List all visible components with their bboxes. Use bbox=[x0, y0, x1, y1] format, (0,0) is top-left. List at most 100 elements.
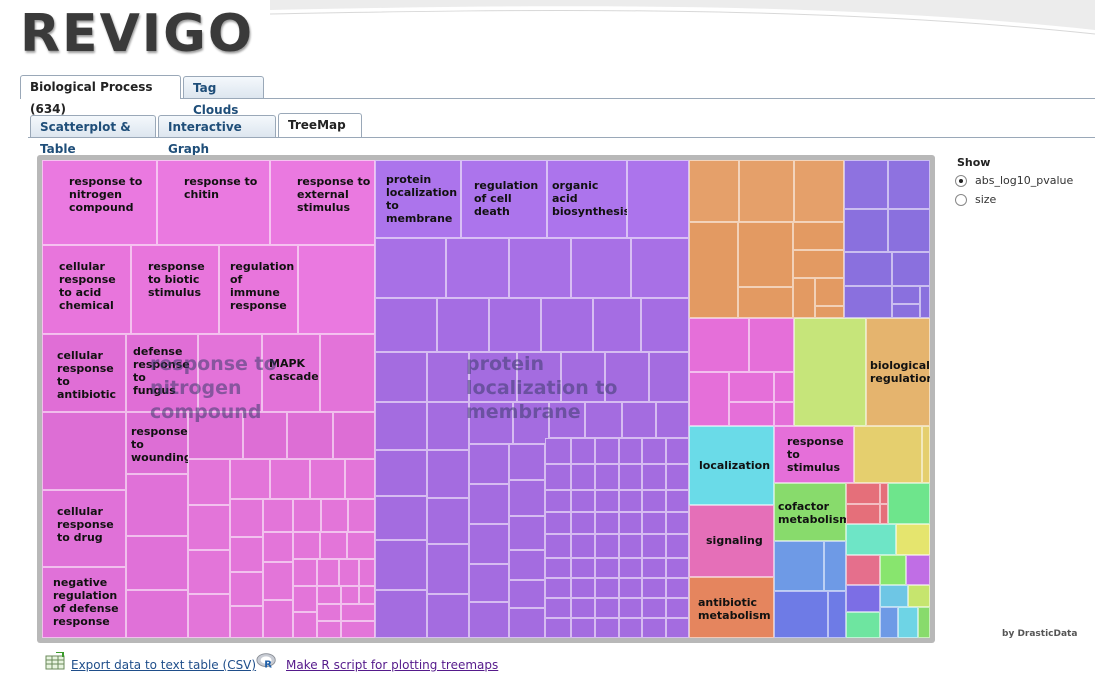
treemap-cell bbox=[774, 402, 794, 426]
treemap-cell bbox=[427, 594, 469, 638]
cell-label: response to external stimulus bbox=[297, 175, 371, 214]
treemap-cell bbox=[642, 438, 666, 464]
treemap-cell bbox=[427, 352, 469, 402]
treemap-cell[interactable]: response to external stimulus bbox=[270, 160, 375, 245]
treemap-cell bbox=[198, 334, 262, 412]
treemap-cell bbox=[230, 459, 270, 499]
cell-label: negative regulation of defense response bbox=[53, 576, 119, 628]
svg-text:R: R bbox=[264, 659, 272, 670]
treemap-cell bbox=[293, 532, 320, 559]
treemap-cell bbox=[509, 550, 545, 580]
radio-selected-icon[interactable] bbox=[955, 174, 967, 187]
treemap-cell[interactable]: localization bbox=[689, 426, 774, 505]
treemap-cell[interactable]: signaling bbox=[689, 505, 774, 577]
radio-unselected-icon[interactable] bbox=[955, 193, 967, 206]
treemap-cell bbox=[298, 245, 375, 334]
treemap-cell bbox=[270, 459, 310, 499]
treemap-cell[interactable]: cofactor metabolism bbox=[774, 483, 851, 541]
make-r-script-link[interactable]: Make R script for plotting treemaps bbox=[286, 658, 499, 672]
cell-label: cellular response to antibiotic bbox=[57, 349, 117, 401]
cell-label: signaling bbox=[706, 534, 763, 547]
treemap-cell bbox=[920, 286, 930, 318]
treemap-cell[interactable]: organic acid biosynthesis bbox=[547, 160, 630, 238]
treemap-cell[interactable]: regulation of immune response bbox=[219, 245, 298, 334]
radio-size[interactable]: size bbox=[955, 193, 996, 206]
treemap-cell bbox=[545, 438, 571, 464]
treemap-cell bbox=[846, 585, 880, 612]
treemap-cell[interactable]: response to biotic stimulus bbox=[131, 245, 219, 334]
radio-abs-log10-pvalue[interactable]: abs_log10_pvalue bbox=[955, 174, 1073, 187]
treemap-cell[interactable]: biological regulation bbox=[866, 318, 930, 426]
treemap-cell bbox=[642, 534, 666, 558]
treemap-cell bbox=[427, 450, 469, 498]
treemap-cell bbox=[263, 562, 293, 600]
treemap-cell[interactable]: negative regulation of defense response bbox=[42, 567, 126, 638]
treemap-cell[interactable]: response to wounding bbox=[126, 412, 192, 474]
treemap-cell[interactable]: antibiotic metabolism bbox=[689, 577, 774, 638]
ontology-tabbar bbox=[20, 98, 1095, 99]
treemap-cell bbox=[749, 318, 794, 372]
cell-label: antibiotic metabolism bbox=[698, 596, 771, 622]
treemap-cell bbox=[341, 621, 375, 638]
treemap-cell[interactable]: defense response to fungus bbox=[126, 334, 198, 412]
treemap-cell[interactable]: cellular response to drug bbox=[42, 490, 126, 567]
treemap-cell bbox=[649, 352, 689, 402]
treemap-cell bbox=[339, 559, 359, 586]
treemap-cell bbox=[595, 464, 619, 490]
cell-label: defense response to fungus bbox=[133, 345, 190, 397]
show-panel-title: Show bbox=[957, 156, 991, 169]
tab-tag-clouds[interactable]: Tag Clouds bbox=[183, 76, 264, 117]
treemap-cell[interactable]: response to nitrogen compound bbox=[42, 160, 157, 245]
treemap-cell bbox=[922, 426, 930, 483]
treemap-cell bbox=[571, 598, 595, 618]
view-tabbar bbox=[28, 137, 1095, 138]
treemap-cell bbox=[689, 222, 738, 318]
treemap-cell[interactable]: response to chitin bbox=[157, 160, 270, 245]
treemap-cell[interactable]: regulation of cell death bbox=[461, 160, 547, 238]
treemap-cell bbox=[375, 590, 427, 638]
treemap-cell bbox=[469, 402, 513, 444]
radio-label: size bbox=[975, 193, 997, 206]
treemap-cell bbox=[595, 438, 619, 464]
treemap-cell bbox=[585, 402, 622, 438]
treemap-cell bbox=[918, 607, 930, 638]
tab-interactive-graph[interactable]: Interactive Graph bbox=[158, 115, 276, 156]
treemap-cell bbox=[794, 160, 844, 222]
tab-scatterplot-table[interactable]: Scatterplot & Table bbox=[30, 115, 156, 156]
treemap-cell bbox=[908, 585, 930, 607]
spreadsheet-icon[interactable] bbox=[44, 652, 66, 670]
treemap-cell bbox=[828, 591, 846, 638]
treemap-cell bbox=[793, 250, 844, 278]
r-logo-icon[interactable]: R bbox=[256, 652, 278, 670]
treemap-cell bbox=[348, 499, 375, 532]
treemap-cell bbox=[774, 541, 824, 591]
treemap-cell bbox=[509, 238, 571, 298]
treemap-cell bbox=[243, 412, 287, 459]
radio-label: abs_log10_pvalue bbox=[975, 174, 1074, 187]
treemap-cell bbox=[729, 402, 774, 426]
treemap-cell[interactable]: MAPK cascade bbox=[262, 334, 320, 412]
treemap-cell bbox=[427, 402, 469, 450]
treemap-cell bbox=[509, 608, 545, 638]
treemap-cell bbox=[619, 578, 642, 598]
treemap-cell bbox=[619, 558, 642, 578]
treemap-cell bbox=[844, 286, 892, 318]
treemap-cell bbox=[230, 606, 263, 638]
treemap-cell[interactable]: protein localization to membrane bbox=[375, 160, 461, 238]
treemap-cell bbox=[739, 160, 794, 222]
treemap-cell bbox=[571, 238, 631, 298]
tab-treemap[interactable]: TreeMap bbox=[278, 113, 362, 137]
treemap-cell bbox=[793, 222, 844, 250]
cell-label: response to biotic stimulus bbox=[148, 260, 205, 299]
treemap-cell[interactable]: cellular response to acid chemical bbox=[42, 245, 131, 334]
treemap-cell bbox=[509, 480, 545, 516]
treemap-cell[interactable]: response to stimulus bbox=[774, 426, 854, 483]
treemap-cell bbox=[880, 504, 888, 524]
header-swoosh bbox=[270, 0, 1095, 35]
tab-biological-process[interactable]: Biological Process (634) bbox=[20, 75, 181, 116]
treemap-cell[interactable]: cellular response to antibiotic bbox=[42, 334, 126, 412]
treemap-cell bbox=[892, 252, 930, 286]
treemap-cell bbox=[230, 499, 263, 537]
treemap-cell bbox=[541, 298, 593, 352]
export-csv-link[interactable]: Export data to text table (CSV) bbox=[71, 658, 257, 672]
